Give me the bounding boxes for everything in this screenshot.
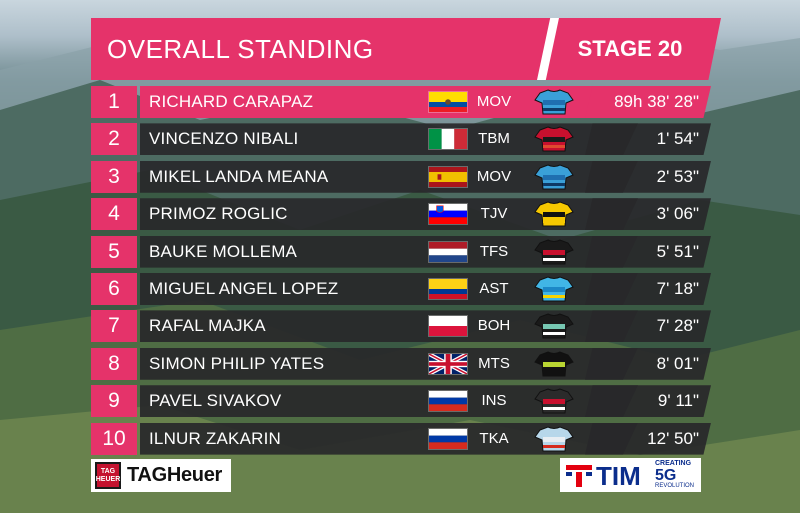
rank-number: 9: [91, 385, 137, 418]
rider-time: 7' 18": [656, 279, 699, 298]
tim-5g-label: 5G: [655, 467, 677, 484]
rider-name: RICHARD CARAPAZ: [149, 92, 314, 111]
colombia-flag-icon: [428, 278, 468, 300]
rank-number: 8: [91, 347, 137, 380]
rider-name: SIMON PHILIP YATES: [149, 353, 325, 373]
netherlands-flag-icon: [428, 240, 468, 263]
movistar-jersey-icon: [534, 89, 574, 115]
tag-heuer-logo: TAG HEUER TAGHeuer: [91, 459, 231, 492]
italy-flag-icon: [428, 128, 468, 151]
tim-wordmark: TIM: [596, 461, 641, 491]
time-bar: [585, 160, 711, 193]
rider-name: PAVEL SIVAKOV: [149, 391, 282, 411]
russia-flag-icon: [428, 390, 468, 413]
bahrain-merida-jersey-icon: [534, 126, 574, 152]
time-bar: [585, 385, 711, 418]
rider-time: 2' 53": [656, 166, 699, 186]
rank-number: 2: [91, 123, 137, 156]
russia-flag-icon: [428, 427, 468, 450]
table-row: 9 PAVEL SIVAKOV INS 9' 11": [91, 385, 721, 418]
team-code: BOH: [477, 317, 511, 335]
rider-name: PRIMOZ ROGLIC: [149, 204, 288, 224]
rank-number: 3: [91, 160, 137, 193]
team-code: MTS: [478, 354, 510, 372]
rider-name: MIKEL LANDA MEANA: [149, 166, 329, 186]
rank-number: 6: [91, 273, 137, 305]
standings-header-bar: [91, 18, 721, 80]
table-row: 6 MIGUEL ANGEL LOPEZ AST 7' 18": [91, 273, 721, 305]
tag-heuer-shield-icon: TAG HEUER: [95, 462, 121, 489]
time-bar: [585, 310, 711, 343]
table-row: 10 ILNUR ZAKARIN TKA 12' 50": [91, 422, 721, 455]
mitchelton-scott-jersey-icon: [534, 351, 574, 377]
trek-segafredo-jersey-icon: [534, 239, 574, 265]
rider-time: 89h 38' 28": [614, 92, 699, 111]
rider-name: BAUKE MOLLEMA: [149, 241, 298, 261]
rider-name: RAFAL MAJKA: [149, 316, 266, 336]
katusha-jersey-icon: [534, 426, 574, 452]
team-code: TKA: [479, 429, 509, 447]
time-bar: [585, 86, 711, 118]
tim-tagline-bottom: REVOLUTION: [655, 483, 695, 489]
rank-number: 4: [91, 198, 137, 231]
time-bar: [585, 273, 711, 305]
time-bar: [585, 347, 711, 380]
time-bar: [585, 235, 711, 268]
rider-time: 12' 50": [647, 428, 699, 448]
team-code: MOV: [476, 93, 512, 110]
tim-tagline-top: CREATING: [655, 460, 692, 467]
astana-jersey-icon: [534, 276, 574, 302]
team-code: MOV: [476, 167, 512, 185]
rank-number: 7: [91, 310, 137, 343]
rider-time: 8' 01": [656, 353, 699, 373]
team-code: INS: [481, 392, 507, 410]
team-code: TBM: [478, 130, 510, 148]
table-row: 5 BAUKE MOLLEMA TFS 5' 51": [91, 235, 721, 268]
poland-flag-icon: [428, 315, 468, 338]
slovenia-flag-icon: [428, 203, 468, 226]
rider-name: ILNUR ZAKARIN: [149, 428, 282, 448]
rank-number: 10: [91, 422, 137, 455]
team-code: TFS: [479, 242, 509, 260]
ecuador-flag-icon: [428, 91, 468, 113]
rider-name: MIGUEL ANGEL LOPEZ: [149, 279, 339, 298]
ineos-jersey-icon: [534, 388, 574, 414]
tim-logo: TIM CREATING 5G REVOLUTION: [560, 458, 701, 492]
tim-mark-icon: [566, 465, 592, 487]
jumbo-visma-jersey-icon: [534, 201, 574, 227]
rider-time: 7' 28": [656, 316, 699, 336]
table-row: 3 MIKEL LANDA MEANA MOV 2' 53": [91, 160, 721, 193]
rank-number: 1: [91, 86, 137, 118]
time-bar: [585, 422, 711, 455]
rank-number: 5: [91, 235, 137, 268]
rider-name: VINCENZO NIBALI: [149, 129, 299, 149]
table-row: 8 SIMON PHILIP YATES MTS 8' 01": [91, 347, 721, 380]
time-bar: [585, 123, 711, 156]
team-code: AST: [479, 280, 509, 297]
stage-label: STAGE 20: [577, 36, 683, 61]
rider-time: 3' 06": [656, 204, 699, 224]
rider-time: 5' 51": [656, 241, 699, 261]
table-row: 1 RICHARD CARAPAZ MOV 89h 38' 28": [91, 86, 721, 118]
team-code: TJV: [480, 205, 508, 223]
bora-hansgrohe-jersey-icon: [534, 313, 574, 339]
tag-heuer-wordmark: TAGHeuer: [127, 464, 223, 486]
table-row: 7 RAFAL MAJKA BOH 7' 28": [91, 310, 721, 343]
movistar-jersey-icon: [534, 164, 574, 190]
rider-time: 9' 11": [657, 391, 699, 411]
page-title: OVERALL STANDING: [107, 34, 374, 64]
uk-flag-icon: [428, 352, 468, 375]
table-row: 2 VINCENZO NIBALI TBM 1' 54": [91, 123, 721, 156]
rider-time: 1' 54": [656, 129, 699, 149]
spain-flag-icon: [428, 165, 468, 188]
time-bar: [585, 198, 711, 231]
table-row: 4 PRIMOZ ROGLIC TJV 3' 06": [91, 198, 721, 231]
